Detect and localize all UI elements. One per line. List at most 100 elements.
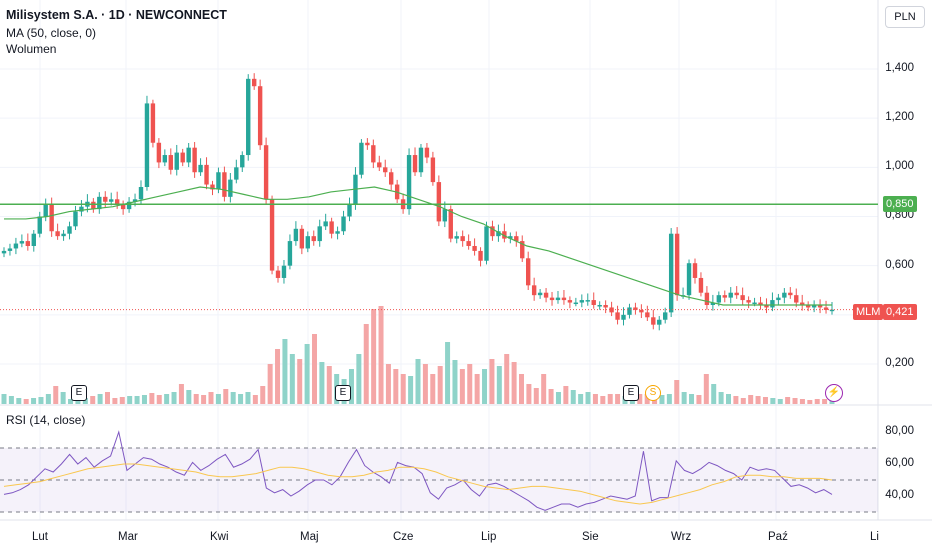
- volume-bar: [304, 344, 310, 404]
- candle-body: [61, 233, 66, 237]
- split-event-icon[interactable]: S: [645, 385, 661, 401]
- volume-bar: [348, 369, 354, 404]
- volume-bar: [134, 396, 140, 404]
- candle-body: [371, 145, 376, 163]
- candle-body: [43, 204, 48, 217]
- rsi-indicator-label[interactable]: RSI (14, close): [6, 413, 86, 427]
- candle-body: [162, 155, 168, 163]
- symbol-tag: MLM: [853, 304, 884, 320]
- volume-bar: [119, 397, 125, 404]
- candle-body: [192, 147, 197, 173]
- candle-body: [377, 162, 382, 168]
- hline-price-tag[interactable]: 0,850: [883, 196, 917, 212]
- volume-bar: [674, 380, 680, 404]
- time-tick: Wrz: [671, 531, 692, 543]
- candle-body: [216, 172, 221, 190]
- volume-bar: [533, 388, 539, 404]
- candle-body: [746, 300, 751, 303]
- candle-body: [531, 285, 537, 296]
- volume-bar: [393, 369, 399, 404]
- volume-bar: [356, 354, 362, 404]
- rsi-line: [3, 430, 833, 511]
- candle-body: [829, 309, 835, 312]
- volume-bar: [23, 399, 29, 404]
- candle-body: [627, 307, 632, 315]
- candle-body: [25, 241, 31, 246]
- volume-bar: [319, 362, 325, 404]
- volume-bar: [8, 396, 14, 404]
- candle-body: [722, 295, 727, 298]
- candle-body: [496, 231, 501, 237]
- volume-bar: [777, 399, 783, 404]
- volume-indicator-label[interactable]: Wolumen: [6, 42, 57, 56]
- volume-bar: [511, 362, 517, 404]
- volume-bar: [740, 398, 746, 404]
- flash-event-icon[interactable]: ⚡: [825, 384, 843, 402]
- volume-bar: [245, 392, 251, 404]
- candle-body: [335, 231, 340, 234]
- candle-body: [657, 319, 662, 325]
- candle-body: [412, 155, 418, 173]
- currency-selector[interactable]: PLN: [885, 6, 925, 28]
- candle-body: [823, 307, 829, 310]
- candle-body: [651, 317, 656, 325]
- volume-bar: [378, 306, 384, 404]
- candle-body: [668, 233, 674, 313]
- candle-body: [537, 292, 543, 296]
- volume-bar: [578, 394, 584, 404]
- candle-body: [811, 305, 817, 308]
- candle-body: [79, 206, 84, 212]
- candle-body: [406, 155, 412, 210]
- candle-body: [585, 300, 590, 302]
- volume-bar: [696, 395, 702, 404]
- volume-bar: [755, 396, 761, 404]
- volume-bar: [60, 392, 66, 404]
- candle-body: [204, 164, 209, 185]
- earnings-event-icon[interactable]: E: [71, 385, 87, 401]
- volume-bar: [75, 399, 81, 404]
- volume-bar: [452, 360, 458, 404]
- candle-body: [234, 167, 239, 180]
- candle-body: [228, 179, 233, 197]
- candle-body: [490, 226, 495, 237]
- candle-body: [281, 265, 287, 278]
- volume-bar: [408, 376, 414, 404]
- candle-body: [186, 147, 191, 163]
- time-tick: Cze: [393, 531, 414, 543]
- volume-bar: [726, 394, 731, 404]
- candle-body: [621, 314, 626, 320]
- candle-body: [120, 204, 126, 210]
- volume-bar: [149, 393, 155, 404]
- volume-bar: [363, 324, 369, 404]
- candle-body: [466, 241, 471, 246]
- volume-bar: [326, 366, 332, 404]
- candle-body: [31, 233, 36, 246]
- volume-bar: [141, 395, 147, 404]
- price-tick: 0,200: [885, 357, 914, 369]
- candle-body: [269, 199, 275, 271]
- candle-body: [615, 312, 620, 320]
- candle-body: [263, 145, 269, 200]
- candle-body: [341, 216, 346, 232]
- candle-body: [520, 241, 525, 259]
- time-tick: Sie: [582, 531, 599, 543]
- candle-body: [19, 241, 25, 244]
- volume-bar: [504, 354, 510, 404]
- earnings-event-icon[interactable]: E: [623, 385, 639, 401]
- candle-body: [144, 103, 150, 187]
- volume-bar: [474, 374, 480, 404]
- volume-bar: [193, 394, 199, 404]
- earnings-event-icon[interactable]: E: [335, 385, 351, 401]
- ma-indicator-label[interactable]: MA (50, close, 0): [6, 26, 97, 40]
- candle-body: [579, 300, 585, 303]
- volume-bar: [267, 364, 273, 404]
- rsi-tick: 80,00: [885, 425, 914, 437]
- volume-bar: [718, 392, 724, 404]
- volume-bar: [785, 397, 791, 404]
- volume-bar: [666, 394, 672, 404]
- candle-body: [567, 300, 573, 303]
- candle-body: [484, 226, 489, 261]
- volume-bar: [482, 369, 488, 404]
- price-tick: 0,600: [885, 259, 914, 271]
